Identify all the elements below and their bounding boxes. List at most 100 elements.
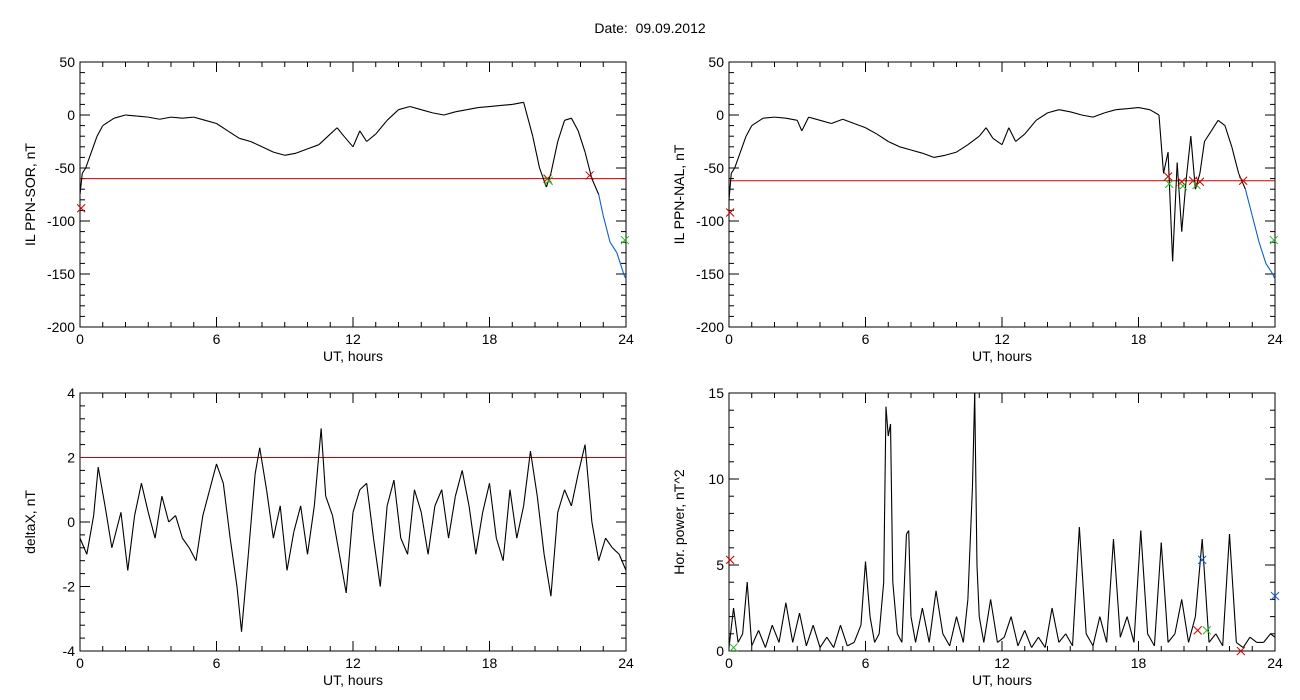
data-segment bbox=[733, 607, 739, 643]
data-segment bbox=[475, 512, 484, 555]
data-segment bbox=[778, 602, 787, 643]
data-segment bbox=[899, 146, 912, 151]
data-segment bbox=[512, 101, 524, 105]
data-segment bbox=[279, 505, 288, 571]
data-segment bbox=[892, 582, 898, 634]
data-marker bbox=[1164, 179, 1174, 189]
data-segment bbox=[967, 135, 980, 146]
plot-frame bbox=[728, 61, 1276, 328]
x-tick-label: 0 bbox=[76, 655, 84, 671]
data-segment bbox=[1167, 633, 1176, 643]
data-segment bbox=[1217, 119, 1226, 127]
x-tick-label: 12 bbox=[994, 655, 1010, 671]
data-segment bbox=[557, 489, 566, 513]
data-segment bbox=[774, 116, 786, 119]
data-segment bbox=[623, 273, 627, 280]
data-segment bbox=[985, 127, 994, 139]
data-segment bbox=[216, 123, 229, 132]
y-axis-label: Hor. power, nT^2 bbox=[671, 469, 687, 575]
data-segment bbox=[944, 151, 957, 156]
data-segment bbox=[441, 489, 450, 539]
data-segment bbox=[1185, 136, 1192, 179]
data-marker bbox=[1236, 646, 1246, 656]
data-segment bbox=[400, 537, 409, 555]
data-segment bbox=[386, 479, 395, 507]
data-segment bbox=[1215, 633, 1224, 647]
data-segment bbox=[942, 633, 951, 647]
data-segment bbox=[819, 636, 828, 648]
y-tick-label: 15 bbox=[708, 385, 724, 401]
data-segment bbox=[792, 613, 801, 643]
data-segment bbox=[125, 114, 137, 117]
data-marker bbox=[1202, 626, 1212, 635]
data-segment bbox=[1270, 633, 1276, 638]
data-segment bbox=[728, 607, 735, 648]
data-marker bbox=[725, 555, 735, 565]
x-tick-label: 12 bbox=[994, 331, 1010, 347]
data-segment bbox=[1003, 616, 1012, 638]
y-tick-label: 10 bbox=[708, 471, 724, 487]
x-tick-label: 18 bbox=[1131, 655, 1147, 671]
data-segment bbox=[584, 444, 593, 523]
data-segment bbox=[992, 137, 1003, 146]
data-segment bbox=[1244, 189, 1253, 216]
data-segment bbox=[605, 537, 613, 549]
data-segment bbox=[978, 127, 987, 137]
data-segment bbox=[461, 470, 470, 506]
data-segment bbox=[182, 116, 194, 119]
data-segment bbox=[325, 496, 334, 516]
data-segment bbox=[168, 515, 176, 523]
data-segment bbox=[532, 136, 541, 169]
data-segment bbox=[745, 125, 753, 137]
data-segment bbox=[763, 116, 775, 119]
data-segment bbox=[284, 152, 297, 156]
data-segment bbox=[259, 447, 268, 490]
data-segment bbox=[1263, 633, 1271, 643]
x-tick-label: 18 bbox=[482, 331, 498, 347]
data-segment bbox=[318, 133, 331, 146]
data-segment bbox=[293, 505, 302, 532]
data-segment bbox=[997, 636, 1005, 643]
data-segment bbox=[159, 116, 172, 120]
data-marker bbox=[585, 171, 594, 180]
data-segment bbox=[598, 194, 604, 216]
data-segment bbox=[737, 633, 744, 643]
data-segment bbox=[874, 633, 880, 643]
data-segment bbox=[331, 515, 340, 555]
data-segment bbox=[1199, 141, 1206, 174]
data-segment bbox=[1024, 630, 1033, 648]
data-segment bbox=[860, 561, 867, 626]
data-segment bbox=[1037, 636, 1046, 648]
data-segment bbox=[842, 118, 855, 124]
x-axis-label: UT, hours bbox=[323, 348, 383, 364]
data-segment bbox=[468, 505, 477, 555]
data-segment bbox=[455, 109, 467, 113]
data-segment bbox=[134, 483, 142, 516]
data-segment bbox=[1092, 616, 1101, 646]
data-segment bbox=[591, 521, 600, 561]
data-segment bbox=[739, 136, 747, 153]
data-marker bbox=[1269, 235, 1279, 245]
data-marker bbox=[1270, 591, 1280, 601]
data-segment bbox=[1127, 107, 1139, 110]
data-segment bbox=[1017, 630, 1026, 647]
data-segment bbox=[826, 636, 835, 648]
data-segment bbox=[338, 554, 347, 594]
data-segment bbox=[454, 470, 463, 497]
y-tick-label: -150 bbox=[47, 266, 75, 282]
figure-title-label: Date: bbox=[594, 20, 628, 36]
data-segment bbox=[812, 625, 821, 648]
data-segment bbox=[1228, 534, 1237, 643]
data-segment bbox=[104, 505, 113, 548]
data-segment bbox=[448, 496, 456, 539]
data-segment bbox=[85, 151, 92, 169]
data-segment bbox=[962, 599, 969, 643]
data-segment bbox=[254, 447, 261, 474]
data-segment bbox=[1099, 616, 1108, 643]
x-tick-label: 6 bbox=[213, 655, 221, 671]
data-segment bbox=[570, 473, 579, 506]
data-segment bbox=[1231, 146, 1240, 174]
data-segment bbox=[889, 423, 894, 583]
data-segment bbox=[878, 582, 885, 634]
data-segment bbox=[250, 141, 263, 148]
